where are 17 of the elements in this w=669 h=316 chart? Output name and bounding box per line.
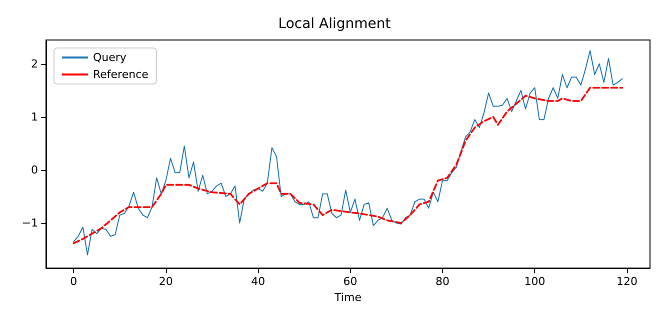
x-tick-label: 0 xyxy=(70,275,78,288)
x-tick-label: 20 xyxy=(158,275,173,288)
line-series xyxy=(72,86,624,244)
y-tick-label: 2 xyxy=(31,57,38,70)
y-tick-label: 0 xyxy=(31,163,38,176)
x-tick-label: 40 xyxy=(251,275,266,288)
x-tick-label: 60 xyxy=(343,275,358,288)
legend-label: Reference xyxy=(93,68,149,81)
legend-label: Query xyxy=(93,51,127,64)
x-tick-label: 120 xyxy=(616,275,638,288)
x-tick-label: 100 xyxy=(524,275,546,288)
chart-title: Local Alignment xyxy=(278,16,392,32)
y-tick-label: −1 xyxy=(22,216,38,230)
y-tick-label: 1 xyxy=(31,110,38,124)
line-series xyxy=(73,50,623,256)
x-tick-label: 80 xyxy=(436,275,450,288)
x-axis-title: Time xyxy=(334,291,362,304)
